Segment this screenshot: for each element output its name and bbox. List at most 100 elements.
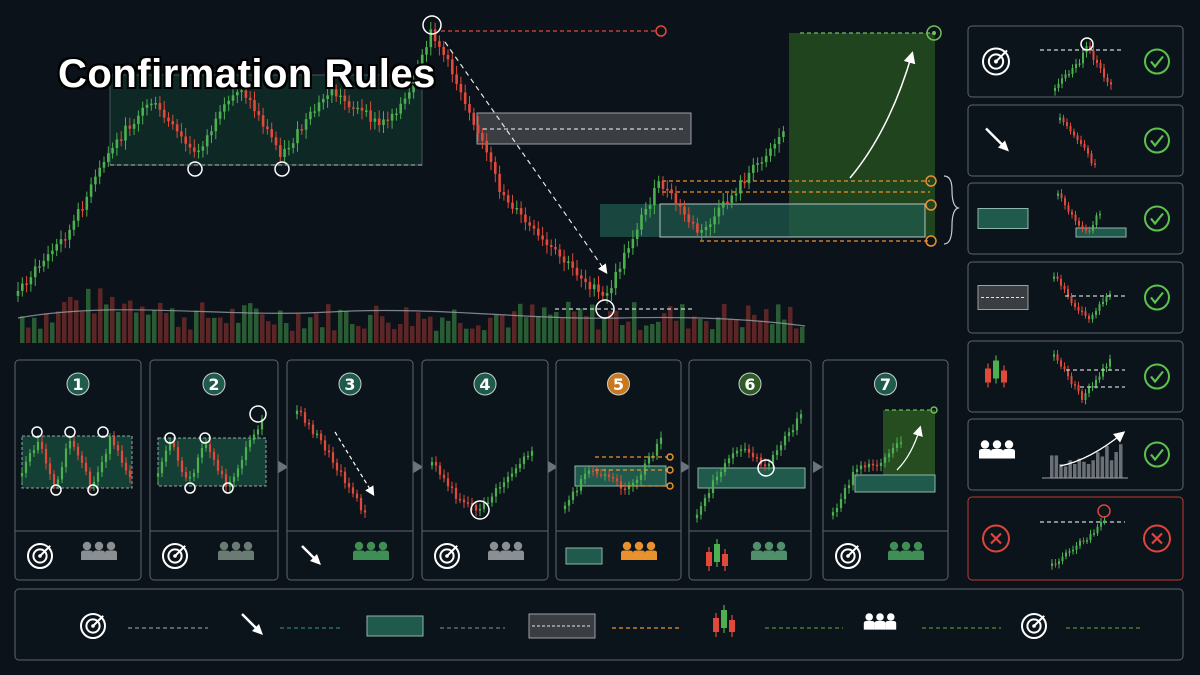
- step-number-badge: [473, 372, 497, 396]
- person-body: [218, 550, 230, 560]
- orange-level-marker: [925, 235, 937, 247]
- volume-bar: [458, 322, 463, 343]
- mini-retest-circle: [757, 459, 775, 477]
- volume-bar: [344, 311, 349, 343]
- volume-bar: [716, 317, 721, 343]
- target-icon: [1021, 613, 1047, 639]
- volume-bar: [722, 303, 727, 343]
- candle-body: [498, 487, 502, 489]
- candle-body: [727, 458, 731, 464]
- check-icon: [1144, 363, 1170, 390]
- candle-body: [490, 496, 494, 503]
- candle-body: [643, 463, 647, 475]
- person-head: [219, 541, 229, 551]
- candle-body: [563, 505, 567, 510]
- candle-body: [1109, 358, 1111, 367]
- person-body: [377, 550, 389, 560]
- candle-body: [541, 235, 544, 240]
- volume-bar: [1086, 463, 1091, 478]
- candle-body: [713, 216, 716, 225]
- candle-body: [40, 441, 44, 449]
- volume-average-line: [17, 309, 806, 327]
- candle-body: [653, 187, 656, 206]
- mini-target-marker: [930, 406, 938, 414]
- candle-body: [307, 422, 311, 425]
- candle-body: [96, 472, 100, 482]
- volume-bar: [362, 328, 367, 343]
- candle-body: [1110, 82, 1112, 85]
- candle-body: [584, 278, 587, 282]
- candle-body: [695, 514, 699, 519]
- person-body: [888, 550, 900, 560]
- candle-body: [274, 137, 278, 146]
- candle-body: [236, 468, 240, 477]
- candle-body: [227, 100, 230, 105]
- candle-body: [831, 512, 835, 516]
- candle-body: [1058, 561, 1060, 565]
- candle-body: [38, 266, 41, 268]
- volume-bar: [278, 310, 283, 343]
- candle-body: [1067, 369, 1069, 377]
- person-body: [105, 550, 117, 560]
- volume-bar: [644, 325, 649, 343]
- volume-bar: [542, 307, 547, 343]
- volume-bar: [398, 324, 403, 343]
- candle-body: [730, 195, 734, 203]
- candle-body: [438, 41, 441, 47]
- volume-bar: [446, 320, 451, 343]
- checklist-row-frame: [967, 104, 1184, 177]
- candles-icon: [713, 605, 735, 637]
- candle-body: [623, 252, 626, 269]
- volume-bar: [452, 309, 457, 343]
- low-circle: [274, 161, 290, 177]
- candle-body: [98, 167, 101, 177]
- volume-bar: [20, 316, 25, 343]
- candle-body: [470, 503, 474, 505]
- candle-body: [674, 193, 678, 205]
- person-body: [912, 550, 924, 560]
- candle-body: [588, 281, 592, 290]
- candle-body: [1088, 315, 1090, 320]
- candle-body: [108, 436, 112, 454]
- candle-body: [1096, 59, 1098, 63]
- step-number: 3: [344, 375, 355, 394]
- candle-body: [343, 95, 347, 102]
- volume-bar: [710, 329, 715, 343]
- target-icon: [835, 543, 861, 569]
- candle-body: [240, 459, 244, 469]
- candle-body: [107, 153, 110, 162]
- volume-bar: [404, 307, 409, 343]
- volume-bar: [314, 313, 319, 343]
- volume-bar: [668, 306, 673, 343]
- person-head: [106, 541, 116, 551]
- volume-bar: [464, 328, 469, 343]
- step-arrow-icon: [413, 461, 424, 473]
- candle-body: [1062, 117, 1065, 123]
- candle-body: [601, 291, 605, 296]
- candle-body: [1065, 552, 1067, 557]
- candle-body: [1069, 126, 1072, 132]
- volume-bar: [572, 311, 577, 343]
- candle-body: [494, 488, 498, 497]
- candle-body: [647, 456, 651, 464]
- step-number-badge: [607, 372, 630, 396]
- candle-body: [481, 132, 484, 141]
- candle-body: [119, 139, 123, 141]
- candle-body: [1064, 74, 1067, 79]
- candle-body: [56, 479, 60, 485]
- candle-body: [1090, 153, 1093, 164]
- candle-body: [1096, 526, 1099, 534]
- candle-body: [64, 448, 68, 467]
- candle-body: [1102, 301, 1104, 305]
- candle-body: [214, 118, 218, 132]
- candle-body: [319, 433, 323, 441]
- candle-body: [270, 129, 273, 138]
- person-head: [752, 541, 762, 551]
- candle-body: [1087, 147, 1089, 154]
- candle-body: [462, 499, 466, 503]
- candle-body: [666, 188, 669, 191]
- volume-bar: [248, 303, 253, 343]
- candle-body: [494, 161, 497, 174]
- candle-body: [498, 173, 501, 193]
- zone-box-icon: [565, 547, 603, 565]
